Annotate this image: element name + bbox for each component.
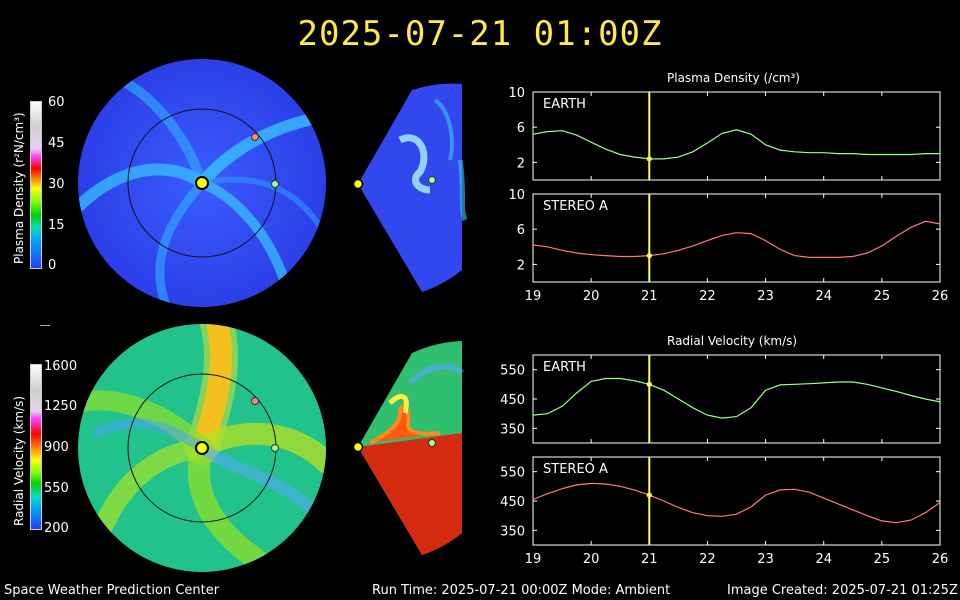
chart-3-xtick-label: 26 (932, 552, 949, 567)
chart-3-xtick-label: 25 (874, 552, 891, 567)
chart-1-xtick-label: 22 (699, 289, 716, 304)
chart-0-panel-label: EARTH (543, 97, 586, 112)
chart-0-series-line (532, 129, 940, 160)
density-panel-title: Plasma Density (/cm³) (667, 71, 800, 85)
chart-3-xtick-label: 20 (583, 552, 600, 567)
velocity-tick-2: 900 (44, 440, 69, 455)
chart-3-xtick-label: 22 (699, 552, 716, 567)
chart-1-xtick-label: 19 (525, 289, 542, 304)
density-tick-3: 15 (48, 218, 65, 233)
chart-2-frame (532, 354, 941, 444)
chart-3-xtick-label: 21 (641, 552, 658, 567)
colorbar-divider (40, 325, 50, 326)
density-meridional-map (352, 83, 468, 292)
velocity-tick-0: 1600 (44, 359, 78, 374)
chart-1-xtick-label: 20 (583, 289, 600, 304)
chart-3-xtick-label: 19 (525, 552, 542, 567)
footer-created: Image Created: 2025-07-21 01:25Z (727, 583, 958, 598)
chart-3-ytick-label: 450 (500, 495, 525, 510)
chart-2-ytick-label: 350 (500, 422, 525, 437)
density-tick-4: 0 (48, 258, 57, 273)
chart-0-ytick-label: 2 (517, 156, 525, 171)
velocity-ecliptic-map (78, 324, 326, 572)
chart-2-series-line (532, 377, 941, 419)
chart-1-xtick-label: 26 (932, 289, 949, 304)
chart-0-ytick-label: 10 (508, 86, 525, 101)
chart-3-panel-label: STEREO A (543, 462, 608, 477)
chart-2-ytick-label: 550 (500, 364, 525, 379)
chart-1-xtick-label: 24 (815, 289, 832, 304)
footer-run-info: Run Time: 2025-07-21 00:00Z Mode: Ambien… (372, 583, 671, 598)
chart-1-series-line (532, 220, 941, 258)
chart-0-current-point (646, 156, 652, 162)
chart-1-ytick-label: 6 (517, 223, 525, 238)
chart-1-current-point (646, 253, 652, 259)
chart-2-current-point (646, 381, 652, 387)
velocity-colorbar (30, 364, 42, 530)
chart-2-ytick-label: 450 (500, 393, 525, 408)
velocity-tick-4: 200 (44, 521, 69, 536)
chart-3-current-point (646, 492, 652, 498)
chart-1-ytick-label: 10 (508, 188, 525, 203)
density-tick-2: 30 (48, 177, 65, 192)
velocity-meridional-map (352, 341, 464, 555)
chart-2-panel-label: EARTH (543, 360, 586, 375)
chart-1-ytick-label: 2 (517, 258, 525, 273)
velocity-tick-1: 1250 (44, 399, 78, 414)
chart-3-ytick-label: 550 (500, 466, 525, 481)
density-tick-0: 60 (48, 95, 65, 110)
chart-3-xtick-label: 24 (815, 552, 832, 567)
density-colorbar (30, 101, 42, 269)
density-ecliptic-map (78, 59, 326, 307)
chart-1-xtick-label: 23 (757, 289, 774, 304)
density-tick-1: 45 (48, 136, 65, 151)
chart-3-series-line (532, 482, 941, 524)
velocity-tick-3: 550 (44, 481, 69, 496)
chart-1-panel-label: STEREO A (543, 199, 608, 214)
velocity-panel-title: Radial Velocity (km/s) (667, 334, 798, 348)
chart-0-ytick-label: 6 (517, 121, 525, 136)
chart-1-xtick-label: 25 (874, 289, 891, 304)
chart-1-xtick-label: 21 (641, 289, 658, 304)
footer-org: Space Weather Prediction Center (4, 583, 220, 598)
chart-0-frame (532, 91, 941, 181)
chart-3-ytick-label: 350 (500, 524, 525, 539)
chart-3-xtick-label: 23 (757, 552, 774, 567)
chart-1-frame (532, 193, 941, 283)
forecast-datetime: 2025-07-21 01:00Z (297, 14, 663, 54)
